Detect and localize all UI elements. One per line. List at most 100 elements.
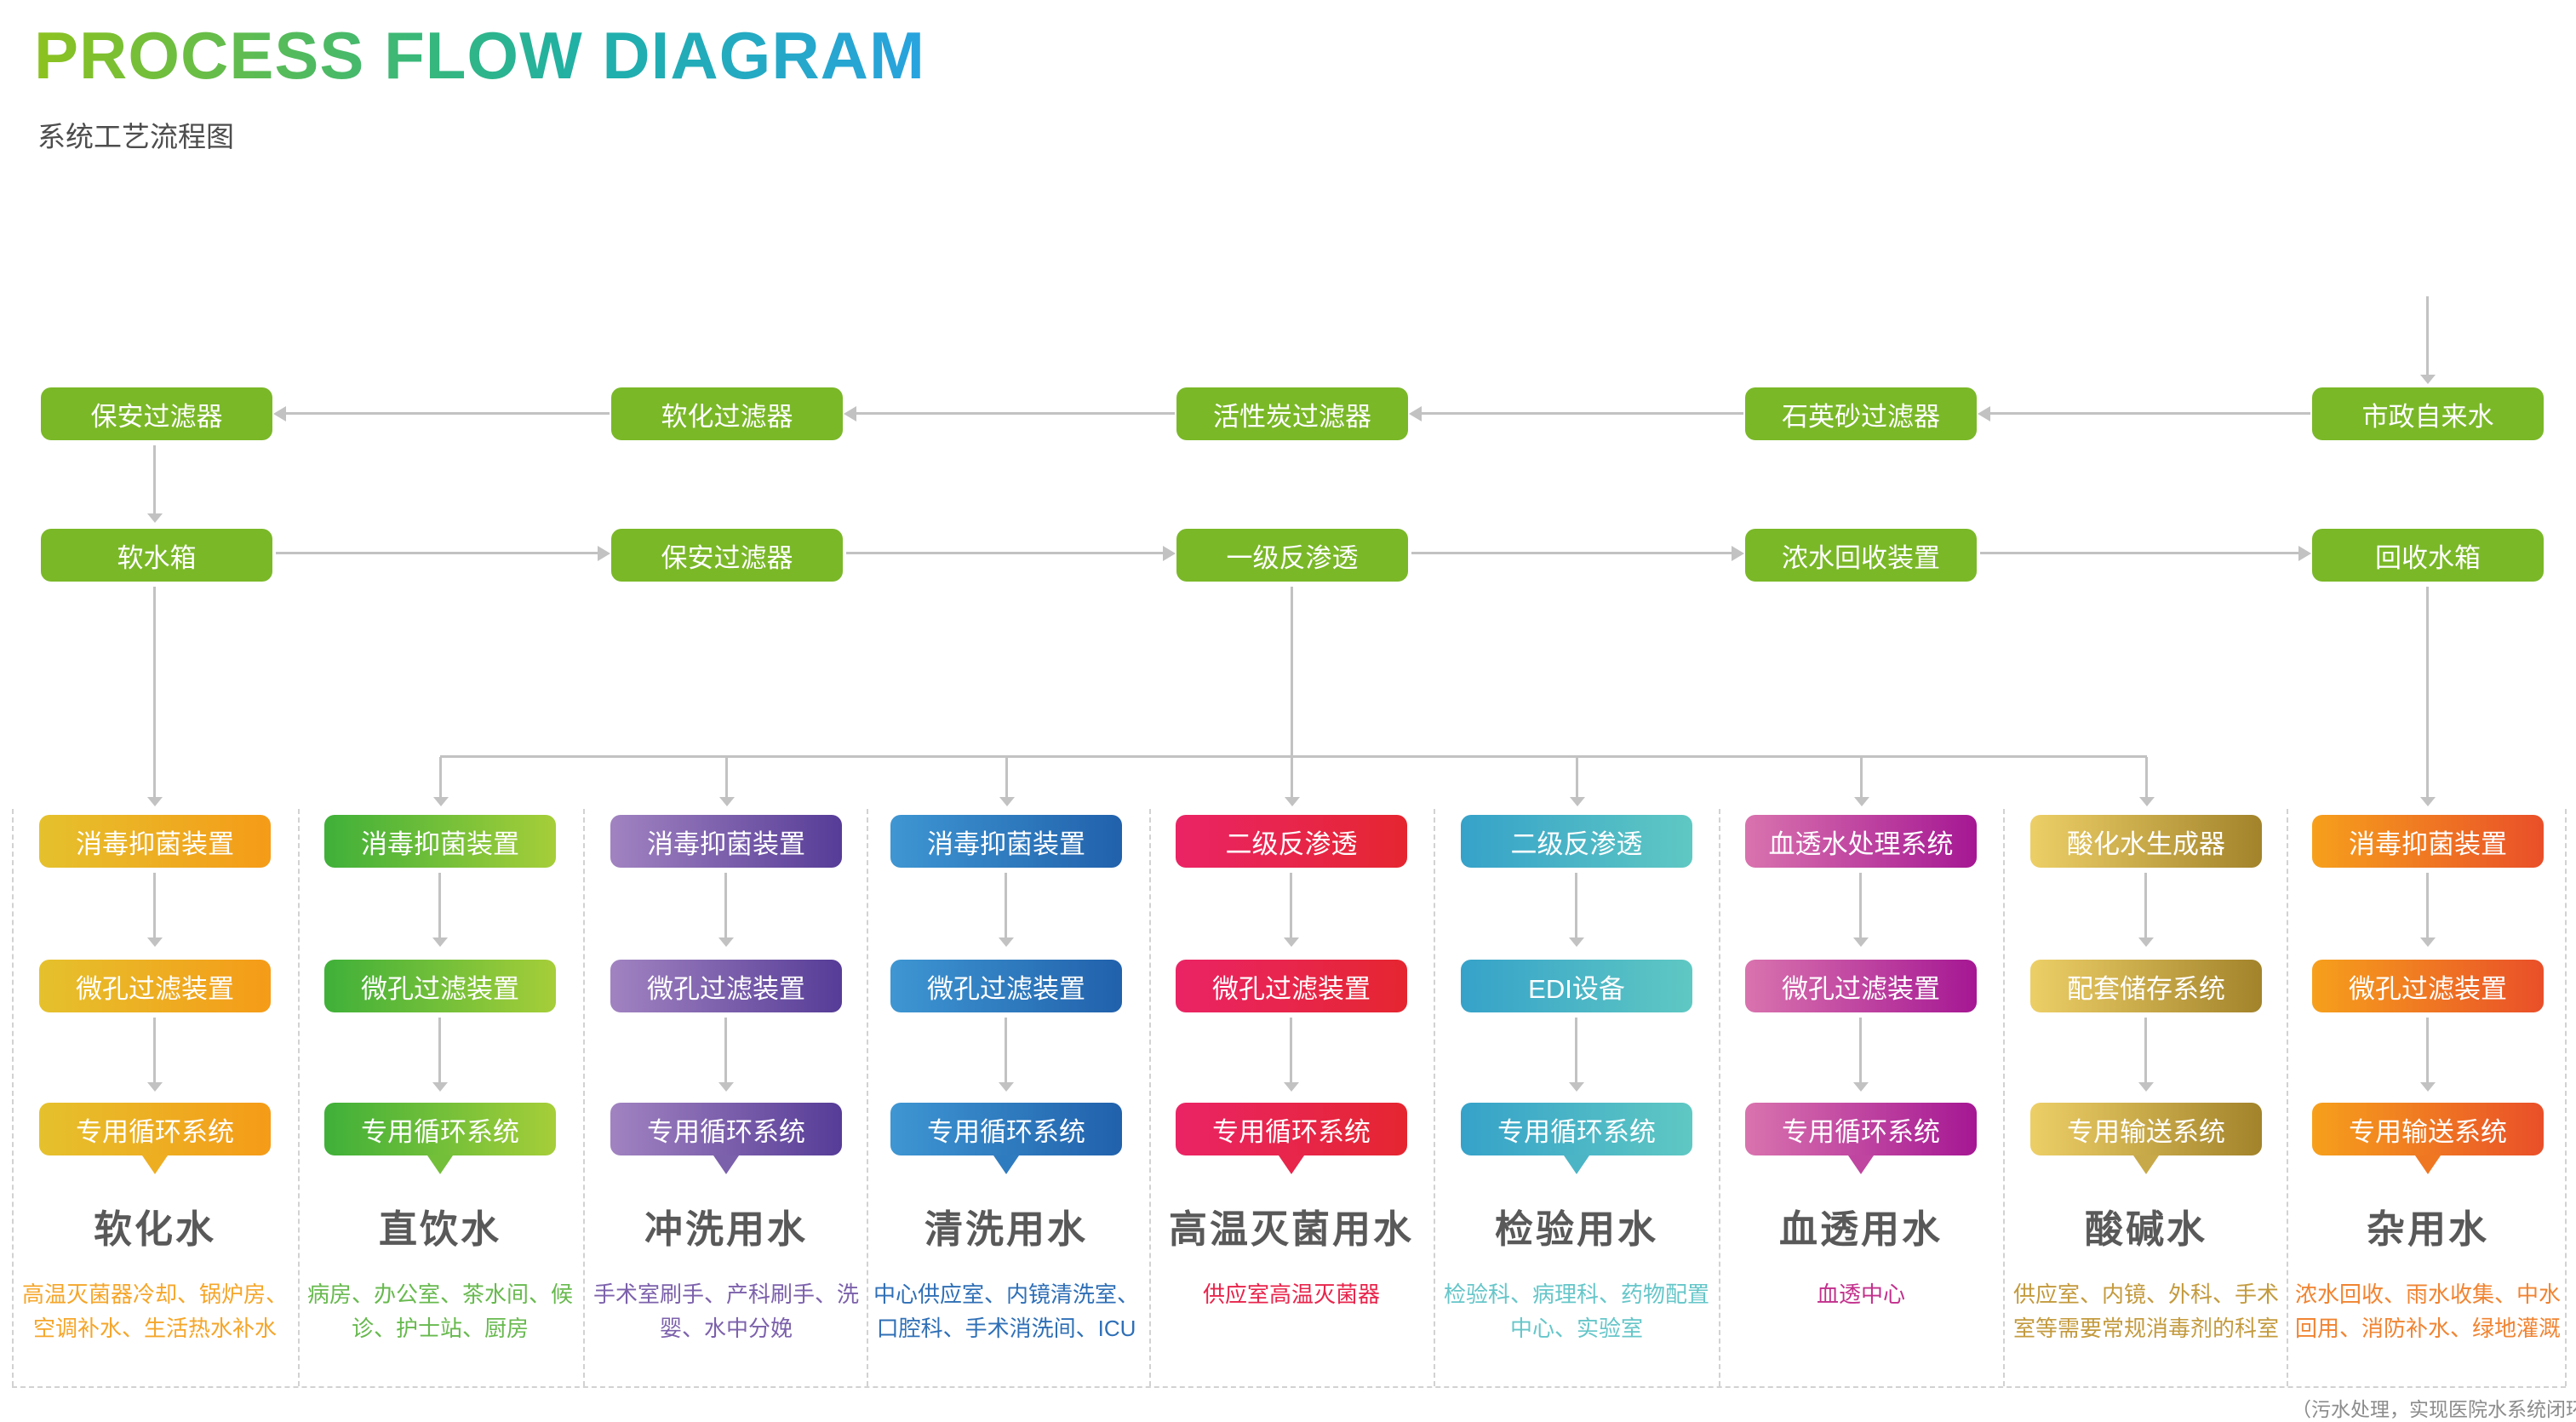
process-step-box: 血透水处理系统	[1745, 815, 1977, 868]
inlet-arrow-down	[2419, 296, 2436, 384]
water-type-label: 软化水	[93, 1207, 216, 1251]
flow-arrow-down	[998, 873, 1014, 947]
node-security-filter-2: 保安过滤器	[611, 529, 843, 582]
node-quartz-sand-filter: 石英砂过滤器	[1745, 387, 1977, 440]
branch-arrow-down	[432, 757, 449, 806]
flow-arrow-left	[1409, 405, 1743, 421]
process-step-box: 酸化水生成器	[2030, 815, 2262, 868]
node-softening-filter: 软化过滤器	[611, 387, 843, 440]
water-type-label: 血透用水	[1778, 1207, 1943, 1251]
flow-arrow-down	[718, 1018, 734, 1092]
footnote: （污水处理，实现医院水系统闭环）	[2292, 1398, 2576, 1420]
water-applications: 手术室刷手、产科刷手、洗婴、水中分娩	[592, 1282, 859, 1341]
water-type-label: 高温灭菌用水	[1168, 1207, 1414, 1251]
process-step-bubble: 专用输送系统	[2312, 1103, 2544, 1174]
process-step-box: 微孔过滤装置	[2312, 960, 2544, 1012]
flow-arrow-down	[432, 873, 448, 947]
dashed-separator	[2565, 809, 2567, 1386]
branch-column-rinse-water: 消毒抑菌装置 微孔过滤装置 专用循环系统 冲洗用水 手术室刷手、产科刷手、洗婴、…	[584, 815, 868, 1406]
process-step-bubble: 专用循环系统	[890, 1103, 1122, 1174]
flow-arrow-down	[2138, 873, 2154, 947]
flow-arrow-down	[1283, 873, 1299, 947]
flow-arrow-left	[273, 405, 610, 421]
water-type-label: 清洗用水	[924, 1207, 1088, 1251]
process-step-box: 微孔过滤装置	[39, 960, 271, 1012]
process-step-bubble: 专用循环系统	[1461, 1103, 1692, 1174]
flow-arrow-down	[2138, 1018, 2154, 1092]
flow-arrow-down	[146, 1018, 163, 1092]
dashed-separator	[867, 809, 868, 1386]
process-step-box: 消毒抑菌装置	[890, 815, 1122, 868]
process-step-box: 消毒抑菌装置	[39, 815, 271, 868]
water-applications: 浓水回收、雨水收集、中水回用、消防补水、绿地灌溉	[2294, 1282, 2561, 1341]
flow-arrow-right	[1411, 545, 1744, 561]
flow-arrow-down	[146, 587, 163, 806]
manifold-drop-line	[1291, 587, 1293, 757]
dashed-bottom-line	[12, 1386, 2566, 1388]
flow-arrow-down	[2419, 587, 2436, 806]
page-title: PROCESS FLOW DIAGRAM	[34, 18, 925, 93]
flow-arrow-right	[846, 545, 1176, 561]
node-recycled-water-tank: 回收水箱	[2312, 529, 2544, 582]
branch-column-high-temp-sterilization-water: 二级反渗透 微孔过滤装置 专用循环系统 高温灭菌用水 供应室高温灭菌器	[1149, 815, 1434, 1406]
process-step-bubble: 专用输送系统	[2030, 1103, 2262, 1174]
dashed-separator	[1434, 809, 1435, 1386]
water-type-label: 检验用水	[1494, 1207, 1658, 1251]
flow-arrow-left	[1978, 405, 2310, 421]
process-step-box: 微孔过滤装置	[1176, 960, 1407, 1012]
flow-arrow-down	[432, 1018, 448, 1092]
water-applications: 血透中心	[1816, 1282, 1905, 1307]
process-step-box: 消毒抑菌装置	[324, 815, 556, 868]
process-step-box: 配套储存系统	[2030, 960, 2262, 1012]
water-type-label: 冲洗用水	[644, 1207, 808, 1251]
water-applications: 高温灭菌器冷却、锅炉房、空调补水、生活热水补水	[21, 1282, 288, 1341]
process-step-box: 二级反渗透	[1461, 815, 1692, 868]
water-type-label: 酸碱水	[2084, 1207, 2207, 1251]
dashed-separator	[298, 809, 300, 1386]
branch-column-drinking-water: 消毒抑菌装置 微孔过滤装置 专用循环系统 直饮水 病房、办公室、茶水间、候诊、护…	[298, 815, 582, 1406]
flow-arrow-down	[1568, 873, 1584, 947]
flow-arrow-down	[2419, 873, 2436, 947]
water-applications: 中心供应室、内镜清洗室、口腔科、手术消洗间、ICU	[873, 1282, 1139, 1341]
process-step-bubble: 专用循环系统	[610, 1103, 842, 1174]
branch-column-dialysis-water: 血透水处理系统 微孔过滤装置 专用循环系统 血透用水 血透中心	[1719, 815, 2003, 1406]
flow-arrow-down	[146, 873, 163, 947]
dashed-separator	[1149, 809, 1151, 1386]
branch-arrow-down	[718, 757, 735, 806]
branch-arrow-down	[2138, 757, 2155, 806]
process-step-bubble: 专用循环系统	[39, 1103, 271, 1174]
branch-column-cleaning-water: 消毒抑菌装置 微孔过滤装置 专用循环系统 清洗用水 中心供应室、内镜清洗室、口腔…	[864, 815, 1148, 1406]
process-step-bubble: 专用循环系统	[1745, 1103, 1977, 1174]
process-step-box: 消毒抑菌装置	[2312, 815, 2544, 868]
flow-arrow-down	[1852, 873, 1869, 947]
process-step-bubble: 专用循环系统	[324, 1103, 556, 1174]
water-applications: 供应室高温灭菌器	[1202, 1282, 1380, 1307]
process-step-box: 微孔过滤装置	[610, 960, 842, 1012]
branch-arrow-down	[1569, 757, 1585, 806]
node-activated-carbon-filter: 活性炭过滤器	[1176, 387, 1408, 440]
branch-column-miscellaneous-water: 消毒抑菌装置 微孔过滤装置 专用输送系统 杂用水 浓水回收、雨水收集、中水回用、…	[2286, 815, 2570, 1406]
process-step-box: 微孔过滤装置	[1745, 960, 1977, 1012]
branch-arrow-down	[999, 757, 1015, 806]
flow-arrow-down	[998, 1018, 1014, 1092]
dashed-separator	[2003, 809, 2005, 1386]
branch-column-softened-water: 消毒抑菌装置 微孔过滤装置 专用循环系统 软化水 高温灭菌器冷却、锅炉房、空调补…	[13, 815, 297, 1406]
distribution-line	[440, 755, 2147, 758]
node-municipal-tap-water: 市政自来水	[2312, 387, 2544, 440]
flow-arrow-down	[1568, 1018, 1584, 1092]
process-step-box: EDI设备	[1461, 960, 1692, 1012]
dashed-separator	[583, 809, 585, 1386]
node-concentrate-recovery: 浓水回收装置	[1745, 529, 1977, 582]
flow-arrow-right	[1980, 545, 2311, 561]
flow-arrow-down	[1852, 1018, 1869, 1092]
flow-arrow-down	[1283, 1018, 1299, 1092]
flow-arrow-down	[2419, 1018, 2436, 1092]
dashed-separator	[12, 809, 14, 1386]
process-step-box: 消毒抑菌装置	[610, 815, 842, 868]
process-step-box: 微孔过滤装置	[324, 960, 556, 1012]
water-applications: 病房、办公室、茶水间、候诊、护士站、厨房	[306, 1282, 573, 1341]
flow-arrow-right	[276, 545, 610, 561]
branch-arrow-down	[1284, 757, 1300, 806]
branch-column-acid-alkaline-water: 酸化水生成器 配套储存系统 专用输送系统 酸碱水 供应室、内镜、外科、手术室等需…	[2004, 815, 2288, 1406]
process-step-bubble: 专用循环系统	[1176, 1103, 1407, 1174]
